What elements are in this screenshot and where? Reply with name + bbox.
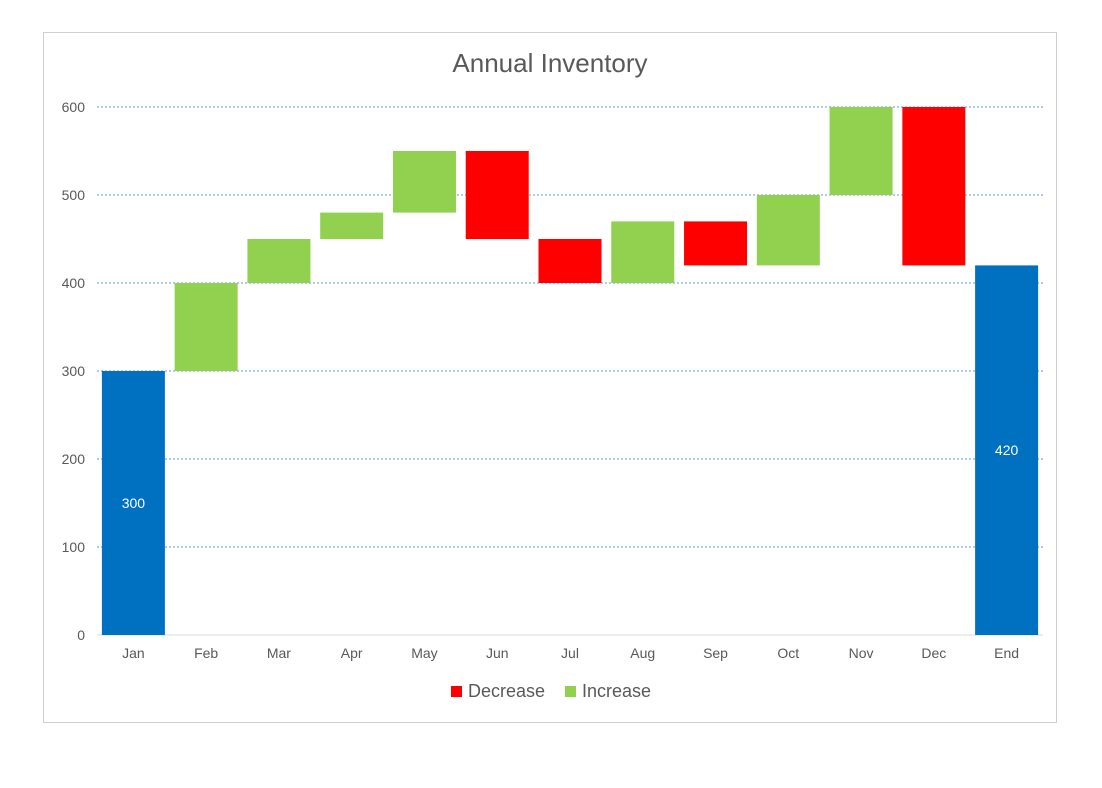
bar-nov <box>829 107 893 195</box>
bar-jan <box>101 371 165 635</box>
bar-oct <box>756 195 820 266</box>
data-label-jan: 300 <box>122 495 146 511</box>
x-tick-label: End <box>994 645 1019 661</box>
y-tick-label: 0 <box>77 627 85 643</box>
x-tick-label: Aug <box>630 645 655 661</box>
x-tick-label: Sep <box>703 645 728 661</box>
bar-jun <box>465 151 529 239</box>
legend-swatch-decrease <box>450 686 462 697</box>
bar-apr <box>320 212 384 239</box>
legend-label-increase: Increase <box>582 681 652 701</box>
y-tick-label: 400 <box>62 275 86 291</box>
x-tick-label: Oct <box>777 645 799 661</box>
data-label-end: 420 <box>995 442 1019 458</box>
bar-feb <box>174 283 238 371</box>
legend: Decrease Increase <box>0 681 1102 702</box>
x-tick-label: Jun <box>486 645 509 661</box>
bar-may <box>392 151 456 213</box>
x-tick-label: Mar <box>267 645 291 661</box>
x-tick-label: Dec <box>921 645 946 661</box>
x-tick-label: Feb <box>194 645 218 661</box>
x-tick-label: Apr <box>341 645 363 661</box>
legend-swatch-increase <box>565 686 576 697</box>
chart-title: Annual Inventory <box>452 48 648 78</box>
x-tick-label: Jul <box>561 645 579 661</box>
y-tick-label: 200 <box>62 451 86 467</box>
x-tick-label: May <box>411 645 437 661</box>
legend-item-decrease: Decrease <box>450 681 545 702</box>
y-tick-label: 500 <box>62 187 86 203</box>
bar-dec <box>902 107 966 266</box>
legend-label-decrease: Decrease <box>467 681 545 701</box>
y-tick-label: 300 <box>62 363 86 379</box>
legend-item-increase: Increase <box>565 681 651 702</box>
bar-end <box>975 265 1039 635</box>
x-tick-label: Jan <box>122 645 145 661</box>
bar-sep <box>684 221 748 266</box>
bar-aug <box>611 221 675 283</box>
bar-mar <box>247 239 311 283</box>
y-tick-label: 100 <box>62 539 86 555</box>
y-tick-label: 600 <box>62 99 86 115</box>
x-tick-label: Nov <box>849 645 874 661</box>
bar-jul <box>538 239 602 283</box>
